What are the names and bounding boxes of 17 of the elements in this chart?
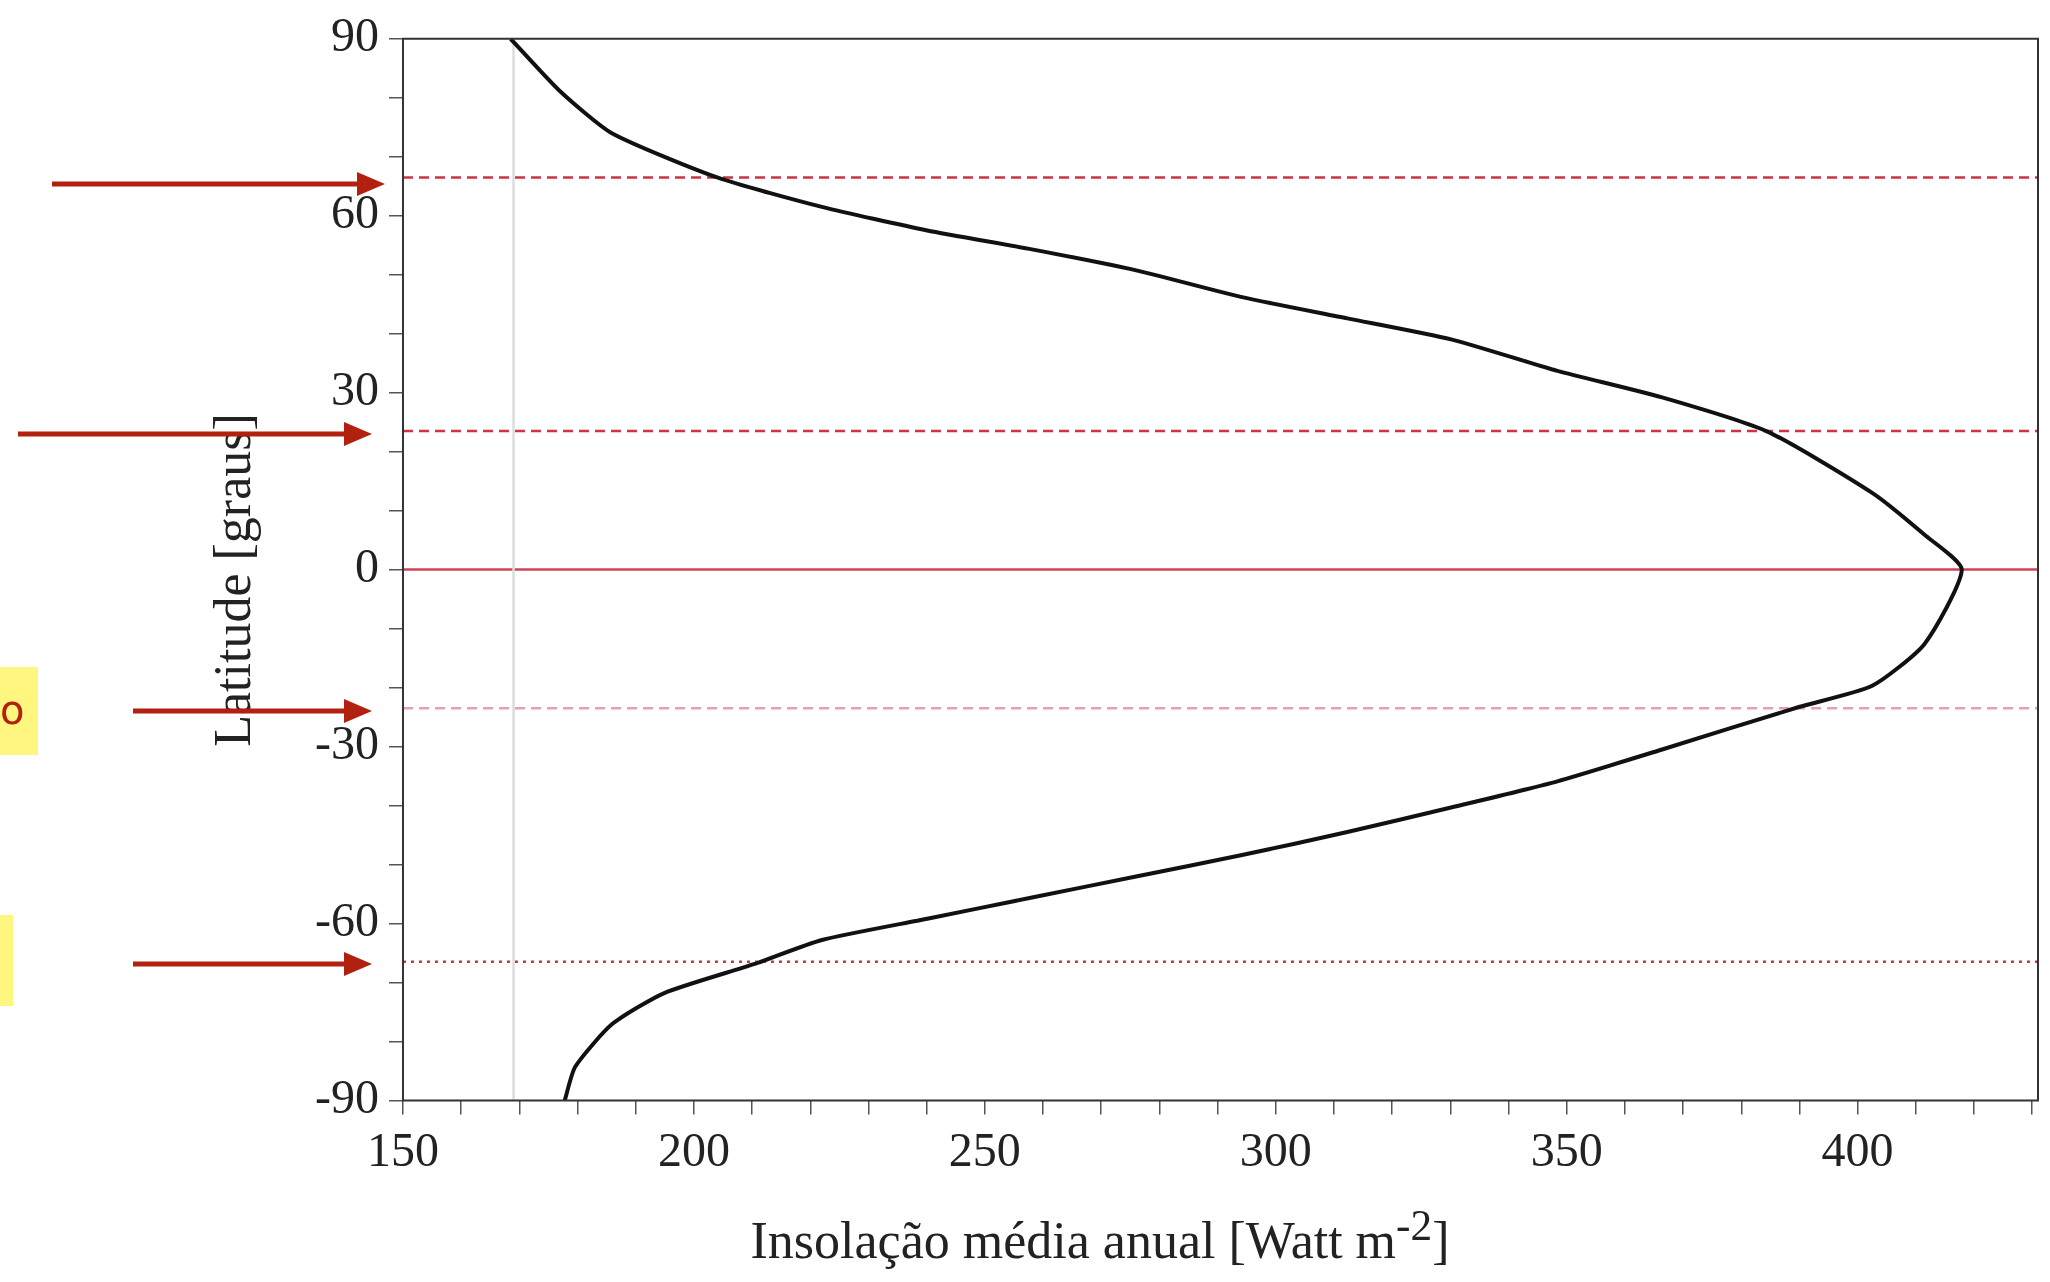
x-axis-title: Insolação média anual [Watt m$^{-2}$] [750, 1200, 1450, 1271]
y-tick-label: -30 [315, 716, 379, 770]
y-tick-label: 30 [330, 362, 379, 416]
x-tick-label: 250 [948, 1122, 1021, 1176]
y-tick-label: -60 [315, 893, 379, 947]
x-tick-label: 300 [1239, 1122, 1312, 1176]
text: o [0, 686, 25, 734]
y-tick-label: -90 [315, 1070, 379, 1124]
x-tick-label: 200 [657, 1122, 730, 1176]
y-tick-label: 90 [330, 8, 379, 62]
y-tick-label: 60 [330, 185, 379, 239]
x-tick-label: 350 [1530, 1122, 1603, 1176]
line-series [508, 38, 1964, 1101]
x-tick-label: 150 [366, 1122, 439, 1176]
x-tick-label: 400 [1821, 1122, 1894, 1176]
y-tick-label: 0 [354, 539, 379, 593]
y-axis-title: Latitude [graus] [202, 413, 262, 747]
